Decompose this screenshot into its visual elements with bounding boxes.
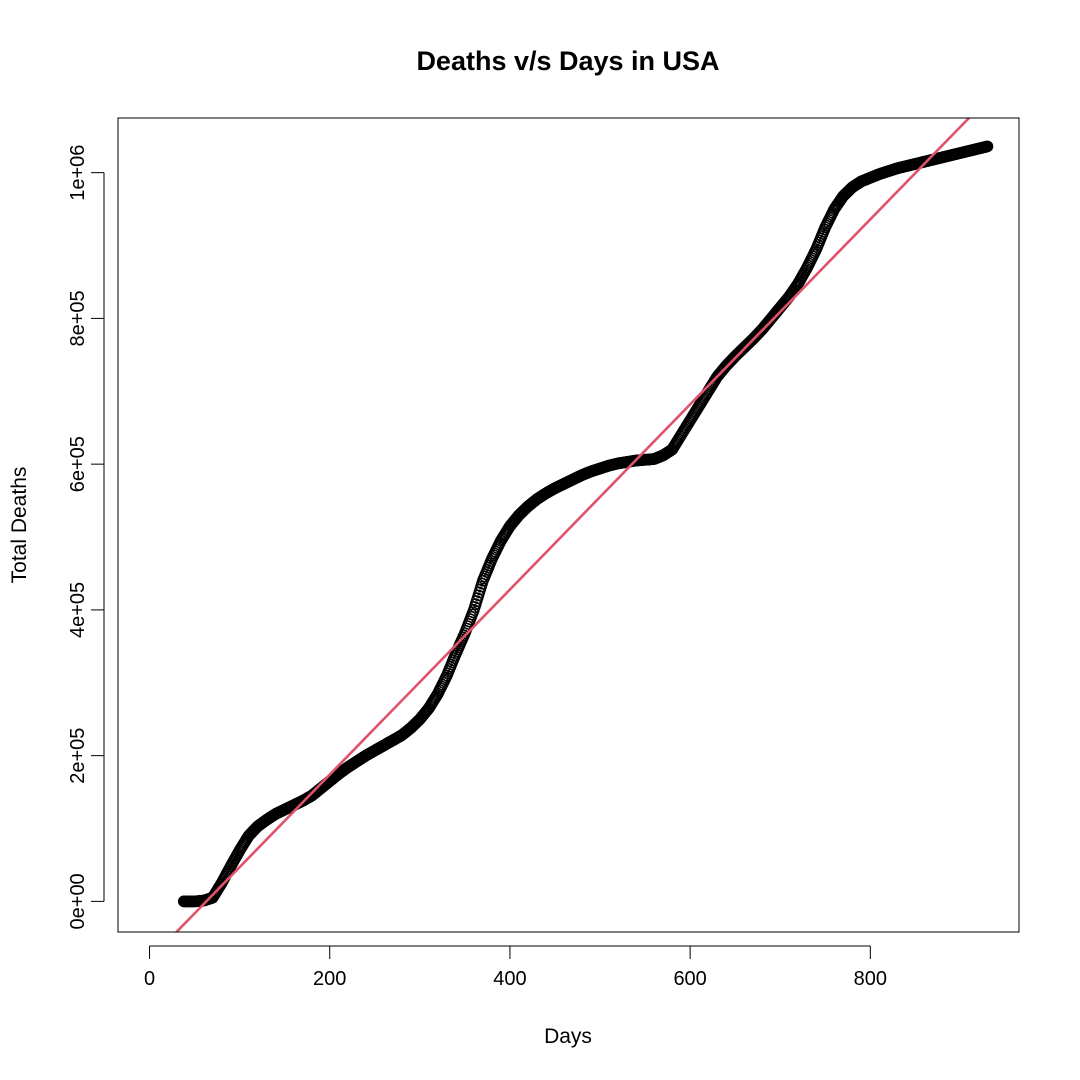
y-tick-label: 1e+06	[67, 145, 89, 201]
y-tick-label: 0e+00	[67, 873, 89, 929]
x-tick-label: 800	[854, 968, 887, 990]
x-axis: 0 200 400 600 800	[144, 945, 887, 990]
x-tick-label: 600	[673, 968, 706, 990]
x-tick-label: 400	[493, 968, 526, 990]
chart-title: Deaths v/s Days in USA	[416, 46, 719, 76]
x-tick-label: 200	[313, 968, 346, 990]
y-tick-label: 4e+05	[67, 582, 89, 638]
y-tick-label: 2e+05	[67, 728, 89, 784]
y-tick-label: 6e+05	[67, 436, 89, 492]
x-tick-label: 0	[144, 968, 155, 990]
regression-line-layer	[174, 118, 971, 932]
data-points	[177, 140, 994, 908]
y-tick-label: 8e+05	[67, 290, 89, 346]
x-axis-title: Days	[544, 1025, 592, 1048]
plot-area-border	[117, 117, 1020, 933]
regression-line	[174, 118, 971, 932]
data-point	[981, 140, 994, 153]
y-axis: 0e+00 2e+05 4e+05 6e+05 8e+05 1e+06	[67, 145, 105, 929]
y-axis-title: Total Deaths	[8, 467, 31, 584]
